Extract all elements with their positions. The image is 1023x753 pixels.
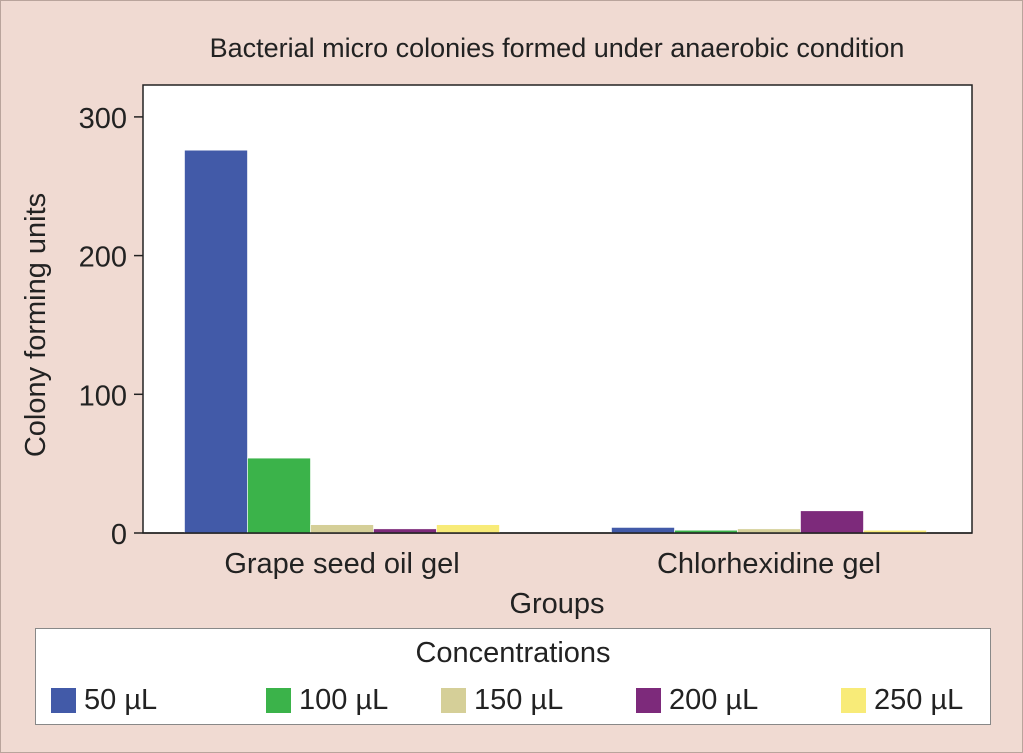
legend-item: 250 µL [841,684,963,717]
bar-4-chlorhexidine [800,510,864,534]
legend-title: Concentrations [415,637,611,669]
legend-item: 50 µL [51,684,157,717]
legend-item: 200 µL [636,684,758,717]
legend-label: 50 µL [84,684,158,716]
y-tick-label: 200 [79,242,127,274]
legend-item: 100 µL [266,684,388,717]
x-tick-label: Chlorhexidine gel [657,548,881,580]
legend-item: 150 µL [441,684,563,717]
bar-1-grape-seed [184,149,248,534]
legend-label: 100 µL [299,684,389,716]
y-tick-label: 100 [79,380,127,412]
legend-swatch [51,688,76,713]
y-tick-label: 0 [111,519,127,551]
bar-3-grape-seed [310,524,374,534]
y-tick-label: 300 [79,103,127,135]
legend-label: 150 µL [474,684,564,716]
legend-swatch [636,688,661,713]
chart-title: Bacterial micro colonies formed under an… [210,33,905,63]
bar-1-chlorhexidine [611,527,675,534]
bar-2-grape-seed [247,457,311,534]
bar-5-grape-seed [436,524,500,534]
legend-label: 200 µL [669,684,759,716]
x-axis-label: Groups [509,588,604,620]
legend: Concentrations 50 µL 100 µL 150 µL 200 µL 25… [35,628,991,725]
legend-swatch [441,688,466,713]
y-axis-label: Colony forming units [20,193,52,457]
x-tick-label: Grape seed oil gel [224,548,459,580]
legend-label: 250 µL [874,684,964,716]
legend-swatch [266,688,291,713]
legend-swatch [841,688,866,713]
